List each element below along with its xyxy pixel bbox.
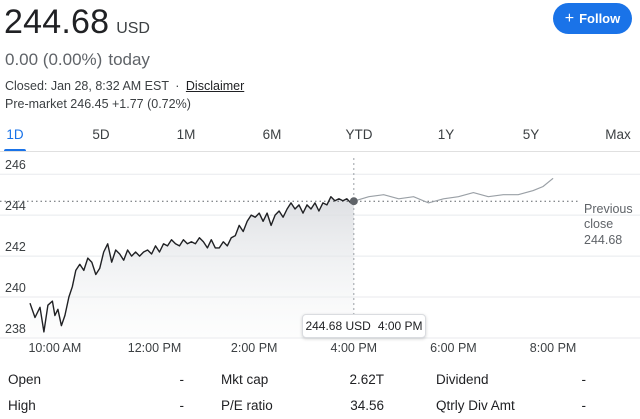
stat-pe-label: P/E ratio bbox=[221, 398, 273, 413]
tooltip-time: 4:00 PM bbox=[377, 319, 423, 333]
y-tick-label: 240 bbox=[5, 281, 26, 295]
stat-open-label: Open bbox=[8, 372, 42, 387]
currency-label: USD bbox=[116, 20, 150, 37]
x-tick-label: 12:00 PM bbox=[128, 341, 182, 355]
x-tick-label: 8:00 PM bbox=[530, 341, 577, 355]
stat-high-label: High bbox=[8, 398, 36, 413]
after-hours-price-line bbox=[353, 177, 554, 204]
tab-1m[interactable]: 1M bbox=[176, 127, 196, 142]
y-axis: 238 240 242 244 246 bbox=[5, 158, 26, 336]
stat-qtrly-div-value: - bbox=[581, 398, 587, 413]
tab-6m[interactable]: 6M bbox=[262, 127, 282, 142]
tab-1y[interactable]: 1Y bbox=[437, 127, 455, 142]
stats-row-open: Open - Mkt cap 2.62T Dividend - bbox=[0, 372, 640, 394]
disclaimer-link[interactable]: Disclaimer bbox=[185, 79, 245, 93]
stat-dividend-value: - bbox=[581, 372, 587, 387]
closed-text: Closed: Jan 28, 8:32 AM EST bbox=[5, 79, 169, 93]
change-period: today bbox=[108, 50, 150, 69]
tabs-divider bbox=[0, 151, 640, 152]
tab-ytd[interactable]: YTD bbox=[345, 127, 373, 142]
tooltip-price: 244.68 USD bbox=[305, 319, 371, 333]
stats-row-high: High - P/E ratio 34.56 Qtrly Div Amt - bbox=[0, 398, 640, 419]
x-tick-label: 10:00 AM bbox=[28, 341, 81, 355]
x-tick-label: 4:00 PM bbox=[331, 341, 378, 355]
stat-open-value: - bbox=[179, 372, 185, 387]
follow-label: Follow bbox=[579, 11, 621, 26]
hover-tooltip: 244.68 USD 4:00 PM bbox=[302, 314, 426, 338]
price-area-fill bbox=[30, 196, 354, 338]
price-change: 0.00 (0.00%) today bbox=[5, 50, 150, 70]
plus-icon: + bbox=[564, 9, 575, 27]
hover-point bbox=[349, 197, 358, 206]
stat-dividend-label: Dividend bbox=[436, 372, 489, 387]
range-tabs: 1D 5D 1M 6M YTD 1Y 5Y Max bbox=[0, 118, 640, 152]
separator-dot: · bbox=[175, 79, 180, 93]
regular-session-price-line bbox=[29, 196, 355, 333]
y-tick-label: 242 bbox=[5, 240, 26, 254]
current-price: 244.68 bbox=[4, 3, 110, 41]
y-tick-label: 244 bbox=[5, 199, 26, 213]
active-tab-indicator bbox=[4, 149, 26, 152]
previous-close-label-line1: Previous bbox=[584, 202, 633, 216]
tab-5d[interactable]: 5D bbox=[92, 127, 110, 142]
premarket-quote: Pre-market 246.45 +1.77 (0.72%) bbox=[5, 97, 191, 111]
x-tick-label: 6:00 PM bbox=[430, 341, 477, 355]
previous-close-label-value: 244.68 bbox=[584, 233, 622, 247]
y-tick-label: 246 bbox=[5, 158, 26, 172]
stat-qtrly-div-label: Qtrly Div Amt bbox=[436, 398, 515, 413]
previous-close-label-line2: close bbox=[584, 217, 613, 231]
stat-pe-value: 34.56 bbox=[350, 398, 384, 413]
change-amount: 0.00 (0.00%) bbox=[5, 50, 103, 69]
x-tick-label: 2:00 PM bbox=[231, 341, 278, 355]
stat-mktcap-label: Mkt cap bbox=[221, 372, 269, 387]
market-status: Closed: Jan 28, 8:32 AM EST · Disclaimer bbox=[5, 79, 244, 93]
stat-high-value: - bbox=[179, 398, 185, 413]
tab-5y[interactable]: 5Y bbox=[522, 127, 540, 142]
price-chart[interactable]: 238 240 242 244 246 Previous close 244.68 10… bbox=[0, 152, 640, 362]
tab-1d[interactable]: 1D bbox=[6, 127, 24, 142]
follow-button[interactable]: + Follow bbox=[553, 3, 632, 34]
x-axis: 10:00 AM 12:00 PM 2:00 PM 4:00 PM 6:00 PM 8:0… bbox=[28, 341, 576, 355]
stat-mktcap-value: 2.62T bbox=[349, 372, 384, 387]
tab-max[interactable]: Max bbox=[605, 127, 631, 142]
y-tick-label: 238 bbox=[5, 322, 26, 336]
price-row: 244.68 USD bbox=[4, 2, 150, 42]
